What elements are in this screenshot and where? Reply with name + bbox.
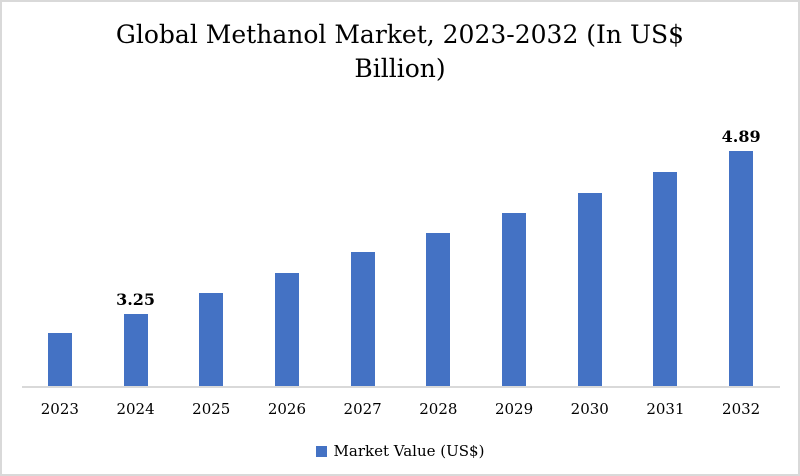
data-label-2032: 4.89 — [721, 127, 761, 146]
bar-2029 — [502, 213, 527, 386]
x-axis-label-2025: 2025 — [192, 400, 231, 418]
legend-label: Market Value (US$) — [333, 442, 485, 460]
data-label-2024: 3.25 — [116, 290, 156, 309]
bar-2023 — [47, 333, 72, 386]
bar-2031 — [653, 172, 678, 386]
bar-2026 — [274, 273, 299, 386]
chart-title: Global Methanol Market, 2023-2032 (In US… — [115, 20, 685, 83]
x-axis-label-2030: 2030 — [570, 400, 609, 418]
bar-2030 — [577, 193, 602, 386]
x-axis-label-2031: 2031 — [646, 400, 685, 418]
x-axis-label-2026: 2026 — [267, 400, 307, 418]
bar-2032 — [729, 151, 754, 386]
x-axis-label-2029: 2029 — [494, 400, 534, 418]
x-axis-label-2032: 2032 — [722, 400, 761, 418]
bar-2028 — [426, 233, 451, 386]
bar-2027 — [350, 252, 375, 386]
bar-2025 — [199, 293, 224, 386]
x-axis-label-2028: 2028 — [419, 400, 458, 418]
legend: Market Value (US$) — [2, 442, 798, 460]
bar-2024 — [123, 314, 148, 386]
x-axis-label-2027: 2027 — [343, 400, 382, 418]
x-axis-label-2024: 2024 — [116, 400, 155, 418]
x-axis-line — [22, 386, 780, 388]
x-axis-label-2023: 2023 — [40, 400, 79, 418]
legend-swatch-market-value — [315, 445, 327, 457]
